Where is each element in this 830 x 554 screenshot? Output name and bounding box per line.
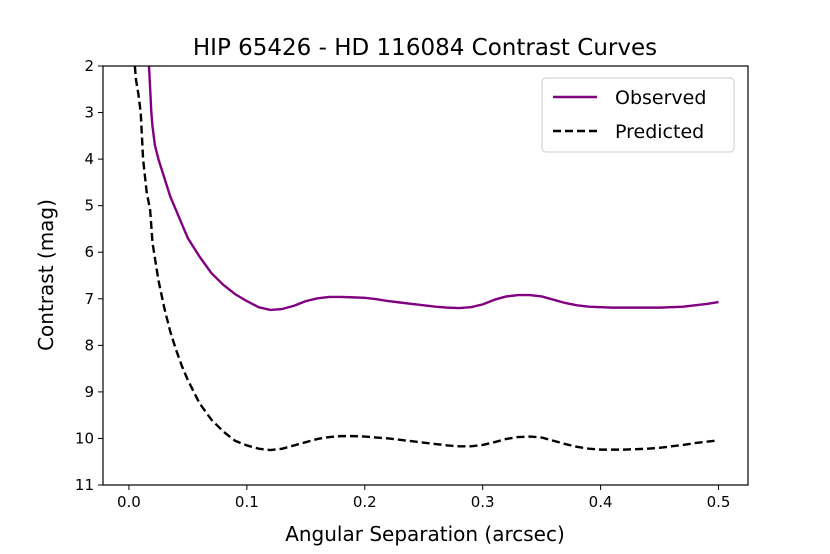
plot-area	[133, 66, 719, 452]
series-line-observed	[147, 66, 719, 312]
chart-title: HIP 65426 - HD 116084 Contrast Curves	[193, 35, 657, 61]
y-tick-label: 2	[84, 57, 94, 75]
y-tick-label: 9	[84, 383, 94, 401]
x-tick-label: 0.5	[707, 493, 731, 511]
axis-ticks: 0.0 0.1 0.2 0.3 0.4 0.5 2 3 4 5 6 7 8 9 10 11	[75, 57, 731, 511]
y-tick-label: 5	[84, 197, 94, 215]
legend: Observed Predicted	[541, 77, 735, 153]
y-axis-label: Contrast (mag)	[34, 199, 58, 351]
series-line-predicted	[133, 66, 719, 452]
y-tick-label: 10	[75, 429, 94, 447]
x-tick-label: 0.3	[471, 493, 495, 511]
legend-observed-label: Observed	[615, 87, 706, 109]
y-tick-label: 3	[84, 104, 94, 122]
x-tick-label: 0.1	[235, 493, 259, 511]
y-tick-label: 4	[84, 150, 94, 168]
x-tick-label: 0.0	[117, 493, 141, 511]
x-tick-label: 0.2	[353, 493, 377, 511]
plot-frame	[102, 65, 749, 486]
legend-predicted-label: Predicted	[615, 121, 704, 143]
y-tick-label: 11	[75, 476, 94, 494]
y-tick-label: 8	[84, 336, 94, 354]
y-tick-label: 7	[84, 290, 94, 308]
x-axis-label: Angular Separation (arcsec)	[285, 522, 565, 546]
y-tick-label: 6	[84, 243, 94, 261]
x-tick-label: 0.4	[589, 493, 613, 511]
